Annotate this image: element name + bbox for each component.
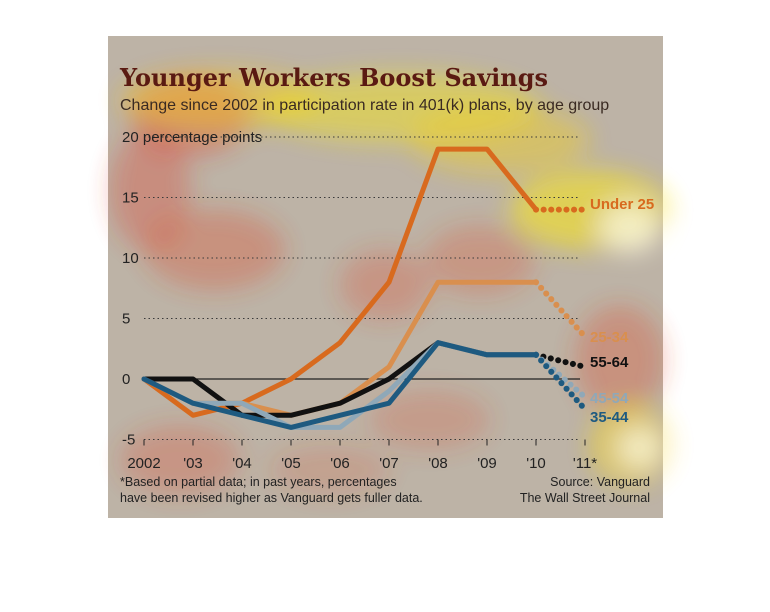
series-label: 25-34 [590,329,629,346]
y-tick-label: -5 [122,432,135,449]
source-line-1: Source: Vanguard [550,475,650,489]
series-label: 35-44 [590,409,629,426]
x-tick-label: '03 [183,455,203,472]
x-tick-label: '06 [330,455,350,472]
y-tick-label: 5 [122,311,130,328]
series-line-projected [533,351,588,401]
series-labels: Under 25 25-34 55-64 45-54 35-44 [590,196,654,426]
source-line-2: The Wall Street Journal [520,491,650,505]
footnote-line-2: have been revised higher as Vanguard get… [120,491,423,505]
series-line-projected [533,279,588,340]
x-tick-label: '09 [477,455,497,472]
x-tick-label: '07 [379,455,399,472]
series-label: 55-64 [590,354,629,371]
heatmap-overlay [110,70,670,495]
y-axis-label: 20 percentage points [122,129,262,146]
chart-title: Younger Workers Boost Savings [119,63,548,92]
series-line [141,146,539,418]
y-tick-label: 15 [122,190,139,207]
series-lines [141,146,588,430]
x-tick-label: '08 [428,455,448,472]
series-line [141,340,539,430]
x-tick-label: '04 [232,455,252,472]
footnote-line-1: *Based on partial data; in past years, p… [120,475,397,489]
x-tick-label: 2002 [127,455,160,472]
series-line-projected [533,351,588,370]
x-tick-label: '11* [573,455,597,472]
series-line-projected [533,351,588,413]
axes: -5 0 5 10 15 20 percentage points 2002 '03 '04 '0… [122,129,597,472]
x-tick-label: '05 [281,455,301,472]
x-tick-label: '10 [526,455,546,472]
grid [144,136,580,440]
series-label: Under 25 [590,196,654,213]
series-label: 45-54 [590,390,629,407]
chart-subtitle: Change since 2002 in participation rate … [120,97,609,114]
y-tick-label: 0 [122,371,130,388]
y-tick-label: 10 [122,250,139,267]
